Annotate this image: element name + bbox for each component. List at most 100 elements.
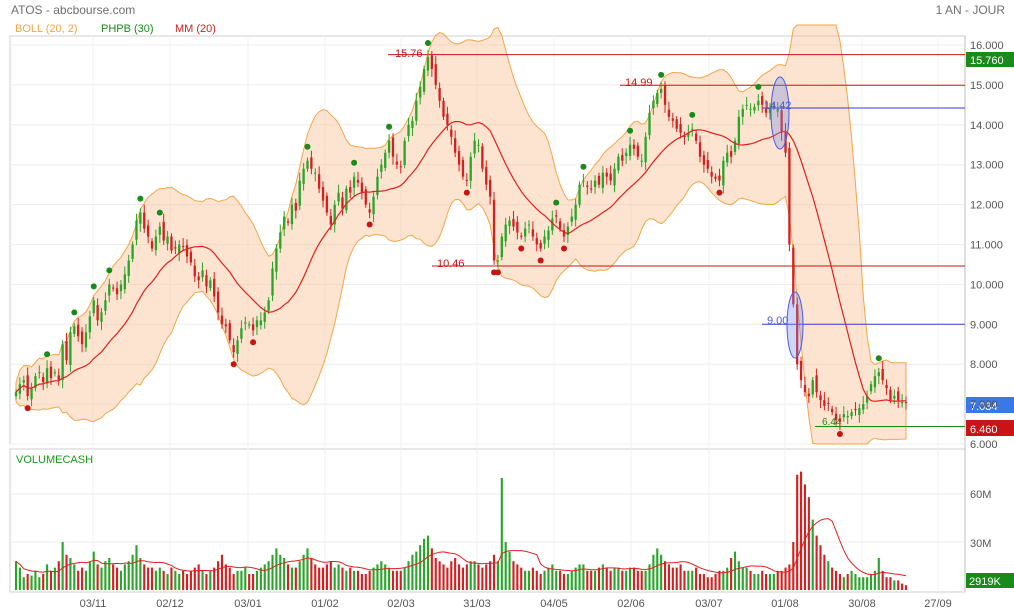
volume-bar: [162, 570, 165, 590]
volume-bar: [213, 567, 216, 590]
candle-body: [45, 368, 49, 384]
candle-body: [718, 175, 721, 181]
date-tick-label: 27/09: [924, 598, 952, 610]
phpb-high-dot: [627, 127, 634, 134]
volume-average: [15, 518, 907, 577]
phpb-high-dot: [71, 309, 78, 316]
volume-bar: [477, 564, 480, 590]
candle-body: [593, 180, 597, 188]
volume-bar: [481, 567, 484, 590]
volume-bar: [158, 567, 161, 590]
candle-body: [310, 157, 313, 169]
candle-body: [473, 140, 476, 154]
phpb-low-dot: [716, 189, 723, 196]
candle-body: [213, 278, 216, 297]
volume-bar: [807, 497, 810, 590]
candle-body: [562, 230, 566, 237]
volume-bar: [220, 554, 224, 590]
candle-body: [590, 188, 593, 190]
candle-body: [407, 124, 410, 136]
candle-body: [749, 108, 752, 110]
volume-bar: [885, 577, 888, 590]
candle-body: [329, 215, 332, 225]
volume-bar: [384, 564, 387, 590]
date-tick-label: 31/03: [463, 598, 491, 610]
candle-body: [298, 180, 301, 206]
phpb-low-dot: [463, 189, 470, 196]
candle-body: [457, 151, 461, 165]
candle-body: [376, 176, 379, 196]
phpb-low-dot: [537, 257, 544, 264]
candle-body: [780, 110, 783, 133]
phpb-high-dot: [90, 283, 97, 290]
candle-body: [302, 168, 305, 184]
volume-bar: [706, 577, 709, 590]
candle-body: [69, 332, 72, 365]
phpb-high-dot: [156, 209, 163, 216]
volume-bar: [776, 570, 779, 590]
candle-body: [228, 323, 231, 341]
volume-bar: [411, 554, 414, 590]
legend-phpb: PHPB (30): [101, 23, 154, 35]
volume-bar: [582, 564, 585, 590]
candle-body: [53, 372, 57, 374]
phpb-low-dot: [24, 405, 31, 412]
volume-bar: [430, 548, 433, 590]
volume-bar: [625, 570, 628, 590]
volume-bar: [407, 561, 410, 590]
candle-body: [100, 312, 103, 322]
candle-body: [372, 196, 375, 215]
candle-body: [127, 260, 130, 277]
candle-body: [209, 280, 212, 288]
volume-bar: [329, 561, 332, 590]
volume-bar: [310, 558, 313, 590]
volume-bar: [139, 558, 142, 590]
badge-high: [966, 52, 1014, 67]
volume-bar: [698, 574, 702, 590]
candle-body: [26, 375, 29, 397]
volume-bar: [353, 570, 356, 590]
volume-bar: [800, 471, 803, 590]
candle-body: [897, 391, 900, 401]
volume-bar: [286, 564, 290, 590]
volume-bar: [345, 570, 348, 590]
annotation-1499: 14.99: [625, 77, 653, 89]
volume-bar: [81, 567, 84, 590]
volume-bar: [597, 567, 601, 590]
volume-bar: [318, 567, 321, 590]
candle-body: [574, 204, 577, 220]
candle-body: [613, 168, 616, 186]
candle-body: [516, 221, 519, 233]
candle-body: [275, 248, 278, 272]
price-tick-label: 12.000: [970, 200, 1004, 212]
date-tick-label: 30/08: [848, 598, 876, 610]
volume-label: VOLUMECASH: [16, 454, 93, 466]
volume-bar: [248, 574, 251, 590]
volume-bar: [842, 577, 845, 590]
candle-body: [768, 108, 772, 113]
candle-body: [570, 216, 573, 222]
volume-bar: [53, 567, 56, 590]
candle-body: [776, 108, 779, 112]
candle-body: [889, 389, 892, 401]
candle-body: [842, 414, 845, 418]
volume-bar: [115, 567, 119, 590]
date-tick-label: 02/03: [387, 598, 415, 610]
period-label: 1 AN - JOUR: [936, 3, 1006, 17]
volume-bar: [209, 570, 212, 590]
candle-body: [244, 322, 247, 324]
volume-bar: [166, 574, 169, 590]
volume-bar: [531, 567, 534, 590]
volume-bar: [780, 570, 783, 590]
volume-bar: [504, 542, 507, 590]
volume-bar: [364, 574, 367, 590]
volume-bar: [57, 561, 60, 590]
volume-bar: [893, 580, 896, 590]
volume-bar: [356, 570, 360, 590]
candle-body: [341, 197, 344, 209]
phpb-low-dot: [250, 339, 257, 346]
candle-body: [42, 376, 45, 383]
date-tick-label: 03/01: [234, 598, 262, 610]
volume-bar: [275, 548, 278, 590]
candle-body: [438, 88, 441, 101]
